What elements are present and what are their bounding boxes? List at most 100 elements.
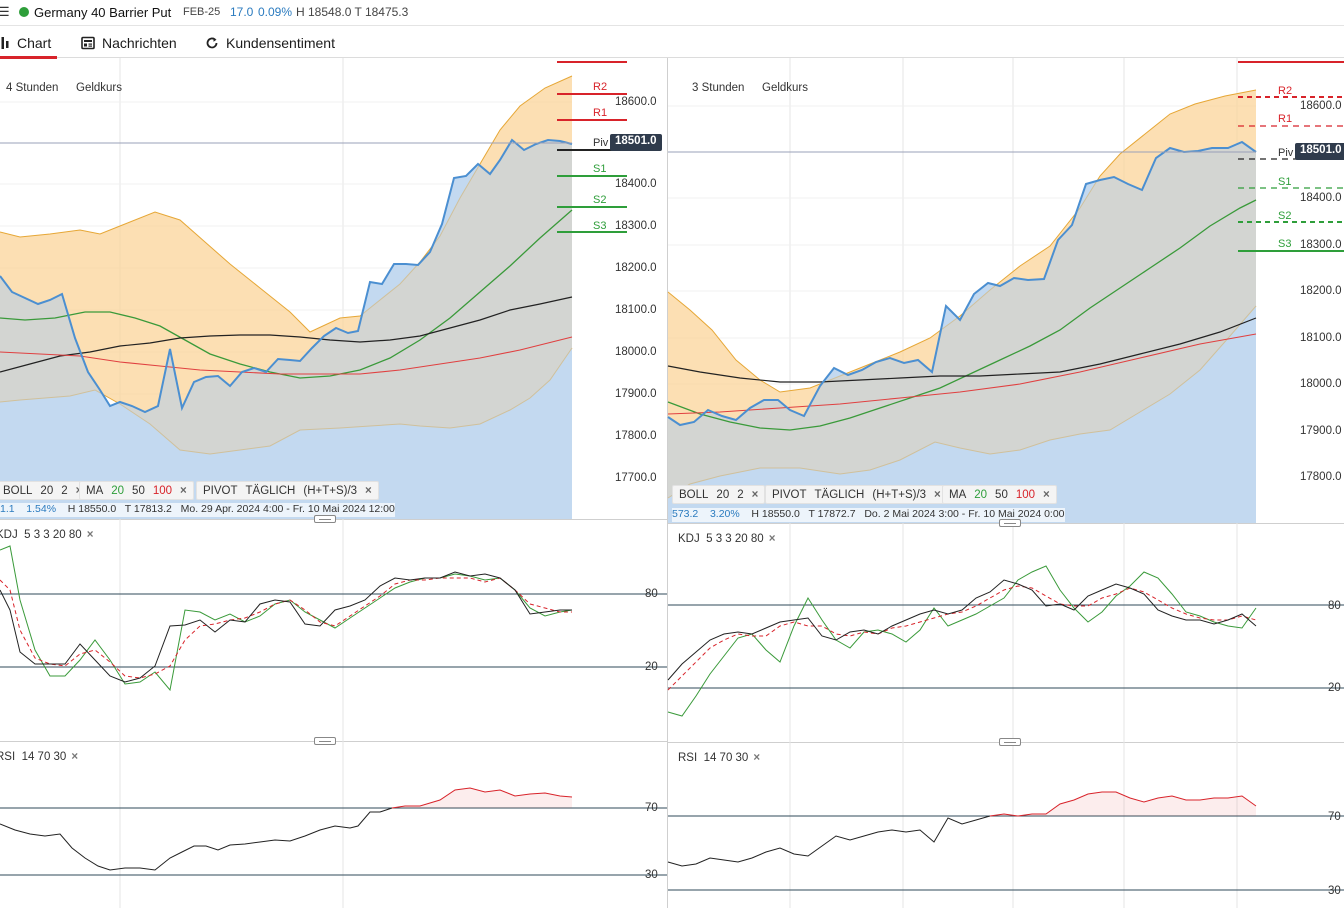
right-pane-resize-handle[interactable] (999, 519, 1021, 527)
right-pivot-text: Piv (1278, 147, 1294, 159)
close-icon[interactable]: × (180, 484, 187, 497)
right-y-label: 17800.0 (1300, 471, 1342, 483)
right-y-label: 18600.0 (1300, 100, 1342, 112)
left-boll-legend[interactable]: BOLL 20 2 × (0, 481, 90, 500)
left-rsi-line-hot (391, 787, 573, 809)
left-ma-legend[interactable]: MA 20 50 100 × (79, 481, 194, 500)
tab-news[interactable]: Nachrichten (81, 27, 177, 58)
price-change: 17.0 (230, 5, 254, 19)
range-low: T 17813.2 (124, 503, 172, 515)
right-pivot-legend[interactable]: PIVOT TÄGLICH (H+T+S)/3 × (765, 485, 948, 504)
right-price-type[interactable]: Geldkurs (762, 82, 809, 94)
left-timeframe[interactable]: 4 Stunden (6, 82, 59, 94)
tab-bar: Chart Nachrichten Kundensentiment (0, 27, 1344, 59)
left-pane-resize-handle[interactable] (314, 515, 336, 523)
left-kdj-resize-handle[interactable] (314, 737, 336, 745)
close-icon[interactable]: × (934, 488, 941, 501)
left-y-label: 18400.0 (615, 178, 657, 190)
right-y-label: 18300.0 (1300, 239, 1342, 251)
right-kdj-k (667, 579, 1257, 681)
right-price-overlay (668, 142, 1256, 523)
pivot-formula: (H+T+S)/3 (303, 484, 358, 497)
right-timeframe[interactable]: 3 Stunden (692, 82, 745, 94)
boll-name: BOLL (679, 488, 709, 501)
ma-name: MA (949, 488, 967, 501)
right-kdj-resize-handle[interactable] (999, 738, 1021, 746)
left-price-line (0, 138, 573, 414)
right-kdj-lo: 20 (1328, 682, 1341, 694)
boll-param: 2 (737, 488, 744, 501)
tab-sentiment[interactable]: Kundensentiment (205, 27, 335, 58)
left-ma100 (0, 336, 573, 375)
instrument-header: ☰ Germany 40 Barrier Put FEB-25 17.0 0.0… (0, 0, 1344, 26)
news-icon (81, 36, 95, 49)
boll-name: BOLL (3, 484, 33, 497)
left-level-s1: S1 (593, 163, 607, 175)
range-high: H 18550.0 (751, 508, 800, 520)
chart-icon (1, 36, 9, 49)
left-rsi-overbought-fill (392, 788, 572, 808)
right-range-info: 573.2 3.20% H 18550.0 T 17872.7 Do. 2 Ma… (672, 508, 1065, 522)
right-y-label: 17900.0 (1300, 425, 1342, 437)
right-boll-upper (667, 89, 1257, 393)
range-change: 1.1 (0, 503, 15, 515)
right-level-s2: S2 (1278, 210, 1292, 222)
right-level-r2: R2 (1278, 85, 1293, 97)
close-icon[interactable]: × (768, 533, 776, 545)
tab-sentiment-label: Kundensentiment (226, 34, 335, 51)
left-y-label: 17900.0 (615, 388, 657, 400)
right-pivot-price-tag: 18501.0 (1295, 143, 1344, 160)
right-ma-legend[interactable]: MA 20 50 100 × (942, 485, 1057, 504)
right-y-label: 18000.0 (1300, 378, 1342, 390)
close-icon[interactable]: × (751, 488, 759, 501)
close-icon[interactable]: × (86, 529, 94, 541)
kdj-name: KDJ (0, 529, 18, 541)
right-boll-legend[interactable]: BOLL 20 2 × (672, 485, 766, 504)
close-icon[interactable]: × (753, 752, 761, 764)
left-kdj-k (0, 571, 572, 683)
close-icon[interactable]: × (1043, 488, 1050, 501)
boll-param: 20 (716, 488, 730, 501)
rsi-params: 14 70 30 (703, 752, 749, 764)
pivot-name: PIVOT (203, 484, 238, 497)
close-icon[interactable]: × (365, 484, 372, 497)
range-high: H 18550.0 (67, 503, 117, 515)
rsi-name: RSI (0, 751, 16, 763)
left-y-label: 18200.0 (615, 262, 657, 274)
hamburger-icon[interactable]: ☰ (0, 4, 10, 19)
pivot-name: PIVOT (772, 488, 807, 501)
range-pct: 1.54% (26, 503, 57, 515)
left-y-label: 18000.0 (615, 346, 657, 358)
right-y-label: 18200.0 (1300, 285, 1342, 297)
right-rsi-hi: 70 (1328, 811, 1341, 823)
range-dates: Do. 2 Mai 2024 3:00 - Fr. 10 Mai 2024 0:… (864, 508, 1065, 520)
ma-20: 20 (974, 488, 988, 501)
kdj-params: 5 3 3 20 80 (24, 529, 82, 541)
left-price-type[interactable]: Geldkurs (76, 82, 123, 94)
left-ma50 (0, 296, 573, 373)
left-level-s3: S3 (593, 220, 607, 232)
right-y-label: 18400.0 (1300, 192, 1342, 204)
close-icon[interactable]: × (76, 485, 83, 497)
close-icon[interactable]: × (71, 751, 79, 763)
range-dates: Mo. 29 Apr. 2024 4:00 - Fr. 10 Mai 2024 … (180, 503, 395, 515)
left-level-r2: R2 (593, 81, 608, 93)
right-level-r1: R1 (1278, 113, 1293, 125)
kdj-params: 5 3 3 20 80 (706, 533, 764, 545)
left-level-r1: R1 (593, 107, 608, 119)
right-ma20 (667, 199, 1257, 431)
range-pct: 3.20% (709, 508, 740, 520)
tab-chart[interactable]: Chart (0, 27, 58, 59)
right-kdj-d (667, 585, 1257, 691)
left-rsi-lo: 30 (645, 869, 658, 881)
left-kdj-label: KDJ 5 3 3 20 80 × (0, 529, 93, 541)
ma-name: MA (86, 484, 104, 497)
left-pivot-price-tag: 18501.0 (610, 134, 662, 151)
left-pivot-legend[interactable]: PIVOT TÄGLICH (H+T+S)/3 × (196, 481, 379, 500)
left-pivot-text: Piv (593, 137, 609, 149)
left-range-info: 1.1 1.54% H 18550.0 T 17813.2 Mo. 29 Apr… (0, 503, 395, 517)
right-kdj-hi: 80 (1328, 600, 1341, 612)
left-kdj-d (0, 577, 572, 679)
boll-param: 2 (61, 484, 68, 497)
